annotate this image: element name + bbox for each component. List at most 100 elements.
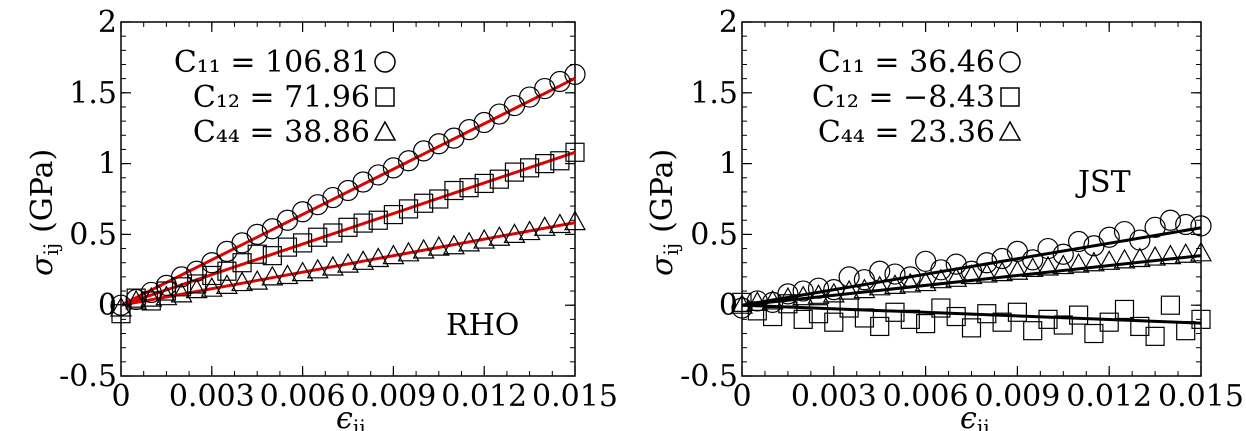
left-c44-triangle-point-15 xyxy=(336,252,360,273)
right-c44-triangle-point-30 xyxy=(1189,241,1213,262)
square-marker-icon xyxy=(375,87,395,107)
left-c11-circle-point-12 xyxy=(292,201,314,223)
left-c44-triangle-point-25 xyxy=(488,225,511,246)
right-fit-lines xyxy=(741,226,1202,325)
left-c12-square-point-30 xyxy=(565,142,585,162)
right-c44-triangle-point-3 xyxy=(776,286,799,307)
right-x-tick-label: 0 xyxy=(732,379,751,414)
left-c11-circle-point-28 xyxy=(534,77,556,100)
right-c44-triangle-point-26 xyxy=(1128,247,1151,268)
right-c11-circle-point-30 xyxy=(1190,215,1212,237)
right-data-marks xyxy=(730,209,1213,346)
right-c44-triangle-point-7 xyxy=(838,279,861,300)
left-y-tick-label: -0.5 xyxy=(59,359,117,394)
left-y-tick-label: 1 xyxy=(98,147,117,182)
right-c44-triangle-point-4 xyxy=(792,285,815,306)
left-c11-circle-point-8 xyxy=(231,232,253,254)
left-y-tick-label: 1.5 xyxy=(69,76,117,111)
left-c12-square-point-13 xyxy=(308,227,328,247)
right-c12-fit-line xyxy=(741,303,1202,325)
right-c11-circle-point-5 xyxy=(807,277,830,299)
left-c44-triangle-point-1 xyxy=(125,289,148,310)
left-annotation: RHO xyxy=(446,308,519,343)
right-x-axis-label: ϵij xyxy=(960,401,989,431)
left-c44-triangle-point-10 xyxy=(261,265,284,286)
left-c12-square-point-26 xyxy=(504,162,525,182)
right-legend-label-c44: C₄₄ = 23.36 xyxy=(818,115,995,150)
left-x-tick-label: 0.015 xyxy=(532,379,618,414)
left-c11-circle-point-17 xyxy=(367,164,389,186)
right-c44-triangle-point-15 xyxy=(960,264,983,285)
left-c44-triangle-point-11 xyxy=(276,264,299,285)
left-legend-label-c11: C₁₁ = 106.81 xyxy=(174,45,370,80)
left-legend-label-c12: C₁₂ = 71.96 xyxy=(193,80,370,115)
left-legend-label-c44: C₄₄ = 38.86 xyxy=(193,115,370,150)
right-c44-triangle-point-25 xyxy=(1113,248,1136,269)
left-c11-circle-point-29 xyxy=(549,70,571,93)
left-c44-triangle-point-26 xyxy=(503,223,526,243)
right-c12-square-point-18 xyxy=(1007,302,1028,322)
left-c12-fit-line xyxy=(120,150,576,307)
right-c12-square-point-15 xyxy=(961,318,982,338)
right-c11-circle-point-22 xyxy=(1067,230,1090,253)
right-c11-circle-point-9 xyxy=(869,260,891,282)
right-x-tick-label: 0.009 xyxy=(974,379,1060,414)
right-c11-circle-point-17 xyxy=(991,247,1013,270)
left-c44-triangle-point-16 xyxy=(352,250,375,270)
left-c11-circle-point-19 xyxy=(397,150,420,172)
left-y-tick-label: 0.5 xyxy=(69,217,117,252)
right-c12-square-point-2 xyxy=(762,306,783,327)
right-c12-square-point-30 xyxy=(1191,309,1211,329)
right-c44-triangle-point-18 xyxy=(1006,259,1029,280)
right-c11-circle-point-16 xyxy=(976,252,998,274)
left-panel: 0 0.003 0.006 0.009 0.012 0.015-0.500.511.52 … xyxy=(25,5,618,431)
triangle-marker-icon xyxy=(373,120,397,141)
right-c11-circle-point-13 xyxy=(930,259,952,281)
right-legend-label-c11: C₁₁ = 36.46 xyxy=(818,45,995,80)
left-x-tick-label: 0.009 xyxy=(350,379,436,414)
left-c11-circle-point-23 xyxy=(458,119,480,141)
left-c12-square-point-11 xyxy=(277,237,298,257)
right-c44-triangle-point-17 xyxy=(991,261,1014,282)
right-c11-circle-point-12 xyxy=(914,250,937,272)
left-c44-triangle-point-18 xyxy=(382,244,405,265)
left-c12-square-point-24 xyxy=(474,173,494,194)
left-c12-square-point-12 xyxy=(293,233,313,253)
left-c44-triangle-point-7 xyxy=(215,274,238,294)
left-c44-triangle-point-9 xyxy=(246,269,269,290)
right-c44-triangle-point-20 xyxy=(1036,255,1060,276)
left-c12-square-point-17 xyxy=(368,210,388,230)
left-c12-square-point-15 xyxy=(338,217,358,237)
left-c11-circle-point-14 xyxy=(322,186,344,209)
left-c12-square-point-14 xyxy=(323,223,343,243)
square-marker-icon xyxy=(1000,87,1020,107)
left-c11-circle-point-16 xyxy=(352,171,374,193)
right-c44-triangle-point-13 xyxy=(929,268,952,289)
right-c11-circle-point-10 xyxy=(884,263,906,285)
left-c44-triangle-point-24 xyxy=(473,228,496,249)
left-c12-square-point-4 xyxy=(171,277,192,297)
right-c11-circle-point-4 xyxy=(792,280,814,302)
right-c44-triangle-point-10 xyxy=(883,274,907,294)
left-c44-triangle-point-30 xyxy=(563,210,587,231)
right-axis-ticks xyxy=(741,21,1202,377)
left-c11-circle-point-21 xyxy=(428,133,450,155)
right-legend-label-c12: C₁₂ = −8.43 xyxy=(812,80,995,115)
left-c44-triangle-point-3 xyxy=(155,285,178,306)
left-c44-triangle-point-29 xyxy=(548,213,571,234)
left-c11-circle-point-2 xyxy=(140,281,162,304)
right-c11-circle-point-14 xyxy=(945,253,967,275)
left-c12-square-point-23 xyxy=(459,178,479,198)
left-x-tick-label: 0.006 xyxy=(260,379,346,414)
left-c44-triangle-point-0 xyxy=(109,296,133,317)
right-c11-circle-point-29 xyxy=(1175,213,1197,236)
left-c12-square-point-9 xyxy=(247,244,267,264)
right-c12-square-point-23 xyxy=(1084,323,1104,344)
right-c12-square-point-21 xyxy=(1053,315,1073,335)
left-x-axis-label: ϵij xyxy=(336,401,365,431)
right-c11-circle-point-28 xyxy=(1159,209,1182,231)
left-c44-triangle-point-4 xyxy=(170,282,193,303)
right-c11-circle-point-11 xyxy=(899,266,921,288)
